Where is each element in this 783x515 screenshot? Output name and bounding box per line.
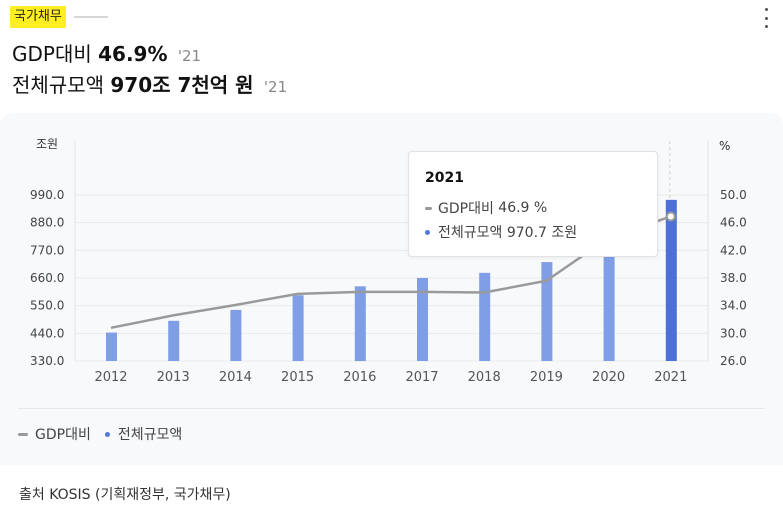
line-point-2021	[665, 211, 676, 222]
bar-2014	[230, 309, 242, 361]
bar-2017	[417, 277, 428, 361]
chart-tooltip: 2021 GDP대비 46.9 % 전체규모액 970.7 조원	[408, 151, 658, 257]
tag-divider	[73, 16, 108, 18]
tooltip-row-total: 전체규모액 970.7 조원	[425, 222, 577, 242]
more-options-icon[interactable]	[763, 8, 769, 28]
headline-total-value: 970조 7천억 원	[110, 73, 254, 97]
legend-item-gdp[interactable]: GDP대비	[18, 424, 91, 444]
y-right-tick-label: 30.0	[720, 326, 747, 340]
category-tag-row: 국가채무	[10, 6, 108, 28]
legend-item-total[interactable]: 전체규모액	[104, 424, 183, 444]
x-tick-label: 2017	[405, 370, 438, 385]
legend-divider	[18, 408, 765, 409]
headline-total-amount: 전체규모액 970조 7천억 원 '21	[12, 69, 287, 98]
y-left-tick-label: 440.0	[30, 326, 64, 340]
legend-total-label: 전체규모액	[117, 427, 183, 443]
chart-legend: GDP대비 전체규모액	[18, 424, 196, 444]
headline-gdp-value: 46.9%	[98, 42, 168, 66]
x-tick-label: 2014	[219, 370, 252, 385]
bar-2013	[168, 320, 180, 361]
y-right-tick-label: 26.0	[720, 354, 747, 368]
x-tick-label: 2015	[281, 370, 314, 385]
bar-2018	[479, 272, 491, 361]
x-tick-label: 2019	[530, 370, 563, 385]
y-left-unit-label: 조원	[36, 137, 58, 151]
y-right-tick-label: 50.0	[720, 188, 747, 202]
y-right-tick-label: 34.0	[720, 299, 747, 313]
combo-chart[interactable]: 조원 % 330.0 440.0 550.0 660.0 770.0 880.0 990.0 26…	[0, 113, 783, 413]
tooltip-total-value: 970.7 조원	[506, 225, 578, 241]
y-left-tick-label: 880.0	[30, 216, 64, 230]
x-tick-label: 2021	[654, 370, 687, 385]
gdp-ratio-line	[110, 215, 672, 330]
y-left-tick-label: 770.0	[30, 243, 64, 257]
x-tick-label: 2012	[94, 370, 127, 385]
headline-gdp-label: GDP대비	[12, 42, 92, 66]
x-tick-label: 2020	[592, 370, 625, 385]
y-right-tick-label: 38.0	[720, 271, 747, 285]
bar-2021	[665, 199, 677, 361]
bar-2019	[541, 262, 553, 361]
x-tick-label: 2016	[343, 370, 376, 385]
category-tag: 국가채무	[10, 6, 66, 28]
tooltip-title: 2021	[425, 170, 464, 186]
bar-2012	[106, 332, 117, 361]
y-right-unit-label: %	[719, 139, 730, 153]
y-right-tick-label: 42.0	[720, 243, 747, 257]
source-note: 출처 KOSIS (기획재정부, 국가채무)	[19, 487, 231, 503]
y-left-tick-label: 990.0	[30, 188, 64, 202]
tooltip-gdp-value: 46.9 %	[498, 200, 548, 216]
headline-total-label: 전체규모액	[12, 73, 104, 97]
bar-legend-icon	[104, 431, 110, 437]
tooltip-total-label: 전체규모액	[438, 225, 503, 241]
headline-gdp-ratio: GDP대비 46.9% '21	[12, 38, 201, 67]
y-right-tick-label: 46.0	[720, 216, 747, 230]
bar-2016	[354, 286, 366, 361]
headline-total-year: '21	[263, 78, 288, 96]
line-legend-icon	[18, 432, 28, 436]
y-left-tick-label: 550.0	[30, 299, 64, 313]
tooltip-gdp-label: GDP대비	[438, 201, 494, 217]
dot-marker-icon	[425, 229, 430, 235]
line-marker-icon	[425, 206, 432, 210]
bar-2015	[292, 295, 304, 361]
x-tick-label: 2013	[157, 370, 190, 385]
x-tick-label: 2018	[468, 370, 501, 385]
y-left-tick-label: 330.0	[30, 354, 64, 368]
bar-2020	[603, 231, 615, 361]
headline-gdp-year: '21	[177, 47, 202, 65]
y-left-tick-label: 660.0	[30, 271, 64, 285]
tooltip-row-gdp: GDP대비 46.9 %	[425, 198, 547, 218]
legend-gdp-label: GDP대비	[35, 427, 91, 443]
